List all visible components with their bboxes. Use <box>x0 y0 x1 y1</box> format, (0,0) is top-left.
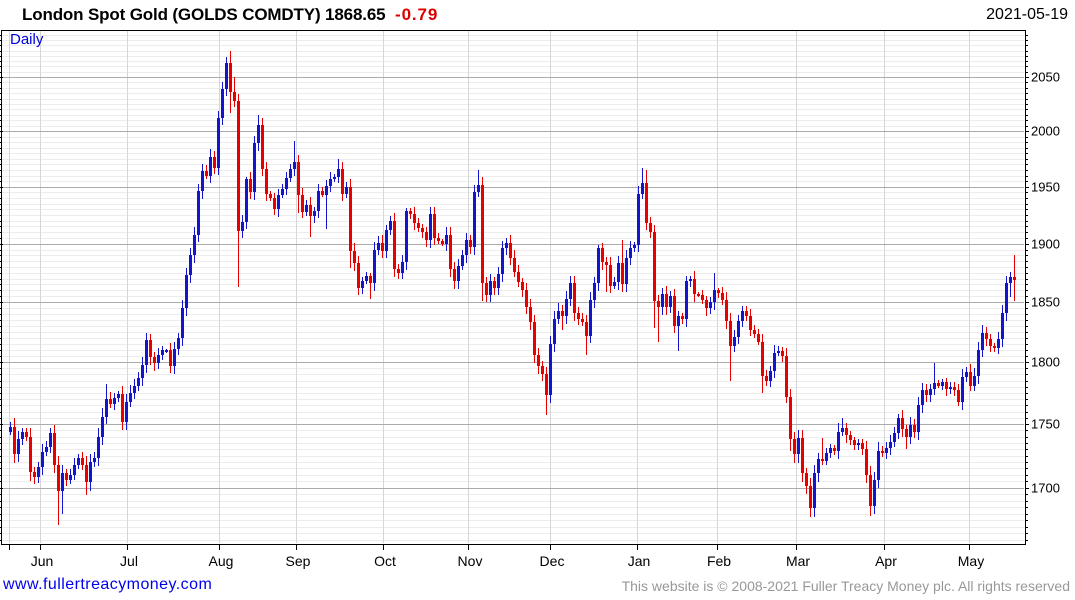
svg-text:Jun: Jun <box>31 553 54 569</box>
svg-text:1700: 1700 <box>1031 481 1060 496</box>
svg-text:May: May <box>958 553 984 569</box>
svg-text:2050: 2050 <box>1031 70 1060 85</box>
svg-text:1900: 1900 <box>1031 237 1060 252</box>
svg-text:2000: 2000 <box>1031 124 1060 139</box>
svg-text:Sep: Sep <box>286 553 311 569</box>
svg-text:1950: 1950 <box>1031 180 1060 195</box>
svg-text:Dec: Dec <box>540 553 565 569</box>
svg-text:Oct: Oct <box>374 553 396 569</box>
svg-text:1850: 1850 <box>1031 295 1060 310</box>
svg-text:1750: 1750 <box>1031 417 1060 432</box>
svg-text:Feb: Feb <box>707 553 731 569</box>
svg-text:Mar: Mar <box>786 553 810 569</box>
svg-text:Nov: Nov <box>458 553 483 569</box>
svg-text:Apr: Apr <box>875 553 897 569</box>
svg-text:Aug: Aug <box>209 553 234 569</box>
svg-text:Jul: Jul <box>120 553 138 569</box>
svg-text:Jan: Jan <box>628 553 651 569</box>
svg-text:1800: 1800 <box>1031 355 1060 370</box>
